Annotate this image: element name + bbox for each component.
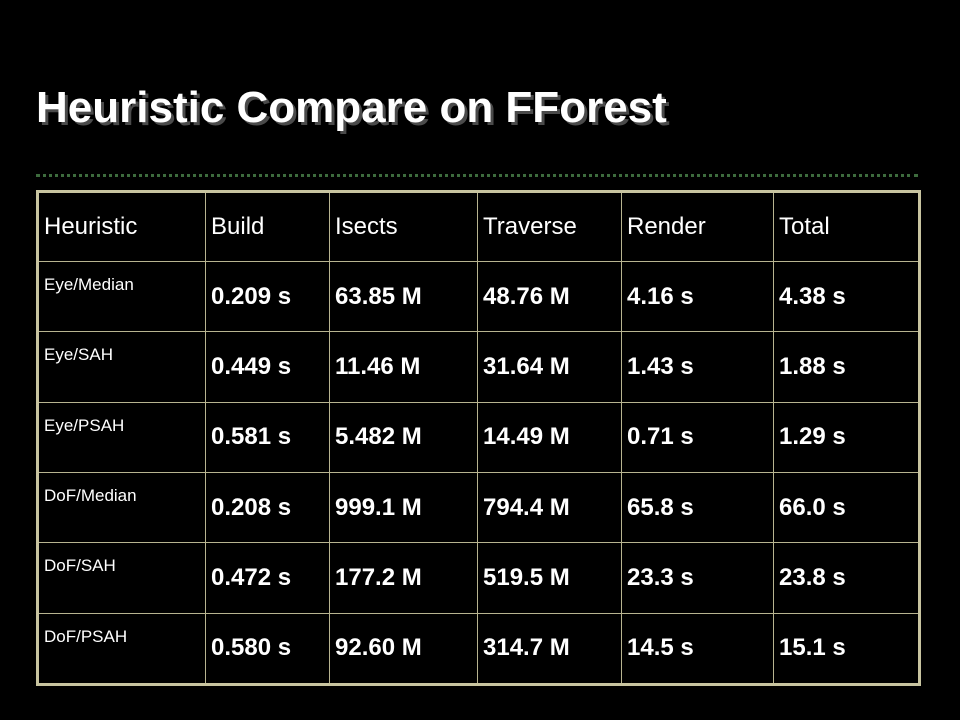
- render-cell: 0.71 s: [621, 401, 774, 473]
- build-cell: 0.580 s: [205, 612, 330, 686]
- header-render: Render: [621, 191, 774, 262]
- traverse-cell: 519.5 M: [477, 542, 622, 614]
- total-cell: 15.1 s: [773, 612, 920, 686]
- isects-cell: 177.2 M: [329, 542, 478, 614]
- traverse-cell: 794.4 M: [477, 471, 622, 544]
- traverse-cell: 48.76 M: [477, 260, 622, 333]
- total-cell: 1.88 s: [773, 331, 920, 403]
- render-cell: 23.3 s: [621, 542, 774, 614]
- build-cell: 0.472 s: [205, 542, 330, 614]
- build-cell: 0.449 s: [205, 331, 330, 403]
- isects-cell: 92.60 M: [329, 612, 478, 686]
- header-heuristic: Heuristic: [37, 191, 206, 262]
- slide-title: Heuristic Compare on FForest: [36, 83, 667, 132]
- total-cell: 1.29 s: [773, 401, 920, 473]
- table-row: Eye/SAH 0.449 s 11.46 M 31.64 M 1.43 s 1…: [37, 331, 920, 403]
- row-heuristic-label: DoF/PSAH: [37, 612, 206, 686]
- header-isects: Isects: [329, 191, 478, 262]
- table-row: DoF/Median 0.208 s 999.1 M 794.4 M 65.8 …: [37, 471, 920, 544]
- isects-cell: 999.1 M: [329, 471, 478, 544]
- row-heuristic-label: DoF/SAH: [37, 542, 206, 614]
- traverse-cell: 314.7 M: [477, 612, 622, 686]
- header-build: Build: [205, 191, 330, 262]
- render-cell: 65.8 s: [621, 471, 774, 544]
- render-cell: 14.5 s: [621, 612, 774, 686]
- render-cell: 4.16 s: [621, 260, 774, 333]
- row-heuristic-label: Eye/SAH: [37, 331, 206, 403]
- traverse-cell: 31.64 M: [477, 331, 622, 403]
- build-cell: 0.581 s: [205, 401, 330, 473]
- traverse-cell: 14.49 M: [477, 401, 622, 473]
- total-cell: 66.0 s: [773, 471, 920, 544]
- row-heuristic-label: Eye/Median: [37, 260, 206, 333]
- isects-cell: 63.85 M: [329, 260, 478, 333]
- isects-cell: 5.482 M: [329, 401, 478, 473]
- total-cell: 23.8 s: [773, 542, 920, 614]
- table-row: Eye/PSAH 0.581 s 5.482 M 14.49 M 0.71 s …: [37, 401, 920, 473]
- row-heuristic-label: Eye/PSAH: [37, 401, 206, 473]
- build-cell: 0.208 s: [205, 471, 330, 544]
- table-row: DoF/PSAH 0.580 s 92.60 M 314.7 M 14.5 s …: [37, 612, 920, 686]
- render-cell: 1.43 s: [621, 331, 774, 403]
- build-cell: 0.209 s: [205, 260, 330, 333]
- table-row: DoF/SAH 0.472 s 177.2 M 519.5 M 23.3 s 2…: [37, 542, 920, 614]
- header-traverse: Traverse: [477, 191, 622, 262]
- header-total: Total: [773, 191, 920, 262]
- total-cell: 4.38 s: [773, 260, 920, 333]
- heuristic-compare-table: Heuristic Build Isects Traverse Render T…: [36, 190, 921, 686]
- title-divider: [36, 174, 918, 177]
- isects-cell: 11.46 M: [329, 331, 478, 403]
- row-heuristic-label: DoF/Median: [37, 471, 206, 544]
- table-row: Eye/Median 0.209 s 63.85 M 48.76 M 4.16 …: [37, 260, 920, 333]
- table-header-row: Heuristic Build Isects Traverse Render T…: [37, 191, 920, 262]
